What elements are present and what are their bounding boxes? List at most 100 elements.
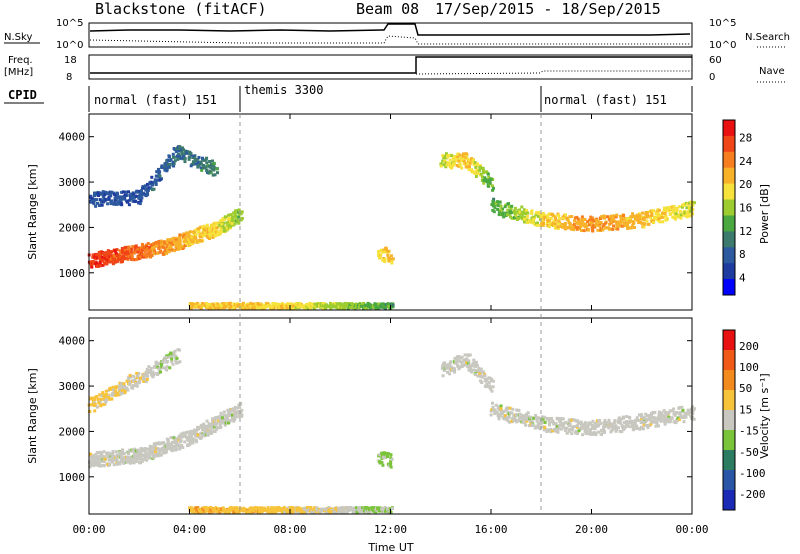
velocity-cell-5 — [582, 423, 586, 427]
velocity-cell-0 — [141, 447, 144, 451]
velocity-cell-1 — [137, 371, 141, 375]
velocity-cell-4 — [464, 363, 468, 367]
power-cell-5 — [568, 223, 572, 227]
velocity-cell-0 — [183, 440, 187, 444]
velocity-cell-2 — [332, 507, 336, 511]
power-cell-1 — [183, 157, 187, 160]
power-cell-5 — [532, 215, 536, 219]
power-cell-0 — [172, 249, 176, 253]
velocity-cell-2 — [303, 510, 307, 514]
power-cell-4 — [456, 155, 460, 159]
power-cell-4 — [486, 178, 490, 182]
velocity-cell-0 — [121, 448, 125, 452]
power-cell-0 — [130, 247, 134, 251]
velocity-cell-1 — [139, 376, 143, 380]
velocity-cell-0 — [222, 413, 226, 417]
power-cell-5 — [610, 220, 614, 224]
velocity-cell-1 — [175, 356, 179, 360]
power-cell-0 — [233, 222, 237, 226]
velocity-cell-5 — [493, 412, 497, 416]
velocity-cell-0 — [218, 415, 222, 419]
power-cell-1 — [163, 164, 167, 168]
velocity-colorbar-swatch — [723, 350, 735, 371]
velocity-cell-0 — [115, 459, 119, 462]
power-cell-5 — [628, 219, 631, 223]
power-cell-5 — [564, 213, 567, 217]
power-cell-1 — [144, 193, 148, 197]
power-cell-0 — [194, 232, 198, 236]
power-cell-1 — [158, 170, 162, 174]
velocity-cell-0 — [201, 433, 205, 437]
power-cell-1 — [100, 203, 104, 207]
velocity-colorbar-swatch — [723, 410, 735, 431]
power-cell-1 — [154, 181, 158, 185]
velocity-cell-0 — [178, 447, 182, 451]
power-cell-0 — [226, 223, 230, 227]
power-cell-0 — [89, 261, 93, 265]
power-cell-5 — [581, 220, 585, 224]
power-cell-0 — [217, 233, 220, 236]
power-cell-5 — [675, 209, 679, 213]
velocity-cell-0 — [180, 433, 184, 437]
power-cell-2 — [295, 303, 299, 307]
nsearch-tick-low: 10^0 — [709, 40, 736, 51]
power-cell-0 — [105, 253, 109, 257]
velocity-cell-5 — [663, 414, 667, 418]
velocity-cell-0 — [102, 455, 106, 459]
power-cell-4 — [448, 158, 452, 162]
velocity-cell-0 — [188, 434, 192, 438]
velocity-cell-1 — [146, 374, 150, 378]
power-cell-4 — [448, 165, 452, 169]
velocity-cell-4 — [470, 364, 474, 368]
power-cell-0 — [130, 255, 134, 259]
velocity-cell-0 — [223, 423, 227, 427]
velocity-cell-0 — [190, 429, 194, 433]
velocity-cell-4 — [479, 367, 483, 371]
velocity-cell-0 — [126, 460, 130, 464]
velocity-cell-2 — [371, 508, 374, 511]
power-cell-0 — [131, 245, 135, 249]
velocity-cell-1 — [123, 384, 127, 388]
power-cell-0 — [134, 258, 138, 261]
power-cell-4 — [475, 168, 479, 172]
velocity-cell-0 — [158, 449, 162, 453]
power-cell-2 — [339, 304, 342, 308]
power-cell-1 — [98, 198, 102, 202]
velocity-cell-0 — [161, 450, 165, 454]
power-cell-2 — [342, 304, 346, 307]
velocity-panel-frame — [88, 317, 693, 515]
power-cell-0 — [146, 253, 150, 257]
power-cell-0 — [91, 253, 95, 257]
power-cell-2 — [298, 303, 302, 307]
velocity-cell-5 — [662, 409, 666, 413]
velocity-cell-5 — [536, 422, 540, 426]
velocity-cell-5 — [524, 417, 528, 421]
power-cell-1 — [212, 161, 216, 165]
velocity-cell-2 — [308, 507, 312, 511]
power-cell-5 — [540, 222, 544, 225]
velocity-cell-1 — [126, 379, 130, 383]
velocity-cell-5 — [498, 412, 501, 416]
velocity-cell-2 — [321, 507, 325, 511]
power-cell-5 — [651, 209, 655, 213]
velocity-cell-4 — [458, 360, 462, 363]
velocity-cell-2 — [309, 507, 313, 511]
power-cell-5 — [667, 209, 671, 213]
power-cell-1 — [113, 198, 117, 202]
power-cell-3 — [383, 260, 387, 264]
velocity-cell-5 — [692, 407, 696, 411]
power-cell-5 — [602, 224, 605, 228]
velocity-cell-3 — [381, 455, 385, 459]
power-cell-1 — [119, 196, 123, 199]
power-cell-0 — [156, 251, 160, 255]
power-cell-5 — [657, 208, 661, 212]
velocity-cell-5 — [588, 422, 592, 425]
velocity-cell-0 — [127, 458, 131, 462]
power-cell-0 — [91, 255, 95, 259]
velocity-cell-0 — [226, 418, 230, 422]
power-cell-5 — [600, 215, 604, 219]
velocity-colorbar-tick: 100 — [739, 361, 759, 374]
velocity-cell-0 — [148, 450, 152, 454]
velocity-cell-4 — [449, 360, 453, 364]
velocity-cell-5 — [642, 420, 646, 424]
